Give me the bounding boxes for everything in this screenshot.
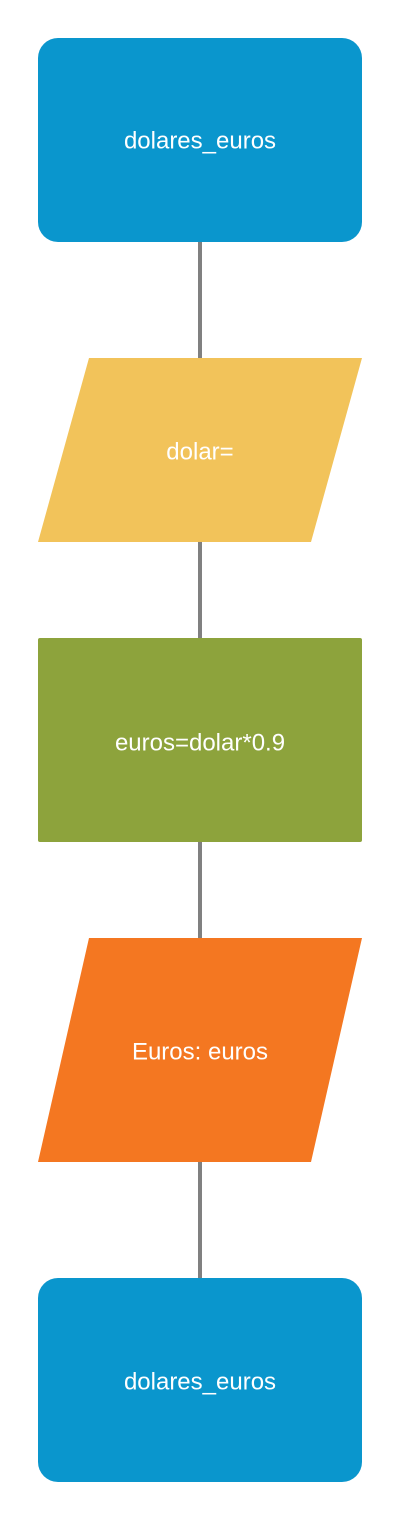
input-step-label: dolar= — [166, 439, 233, 466]
start-terminal-shape — [38, 38, 362, 242]
start-terminal-label: dolares_euros — [124, 128, 276, 155]
end-terminal-shape — [38, 1278, 362, 1482]
input-step-shape — [38, 358, 362, 542]
input-step: dolar= — [38, 358, 362, 542]
output-step-label: Euros: euros — [132, 1039, 268, 1066]
start-terminal: dolares_euros — [38, 38, 362, 242]
output-step-shape — [38, 938, 362, 1162]
output-step: Euros: euros — [38, 938, 362, 1162]
process-step-label: euros=dolar*0.9 — [115, 730, 285, 757]
end-terminal: dolares_euros — [38, 1278, 362, 1482]
process-step: euros=dolar*0.9 — [38, 638, 362, 842]
process-step-shape — [38, 638, 362, 842]
end-terminal-label: dolares_euros — [124, 1369, 276, 1396]
